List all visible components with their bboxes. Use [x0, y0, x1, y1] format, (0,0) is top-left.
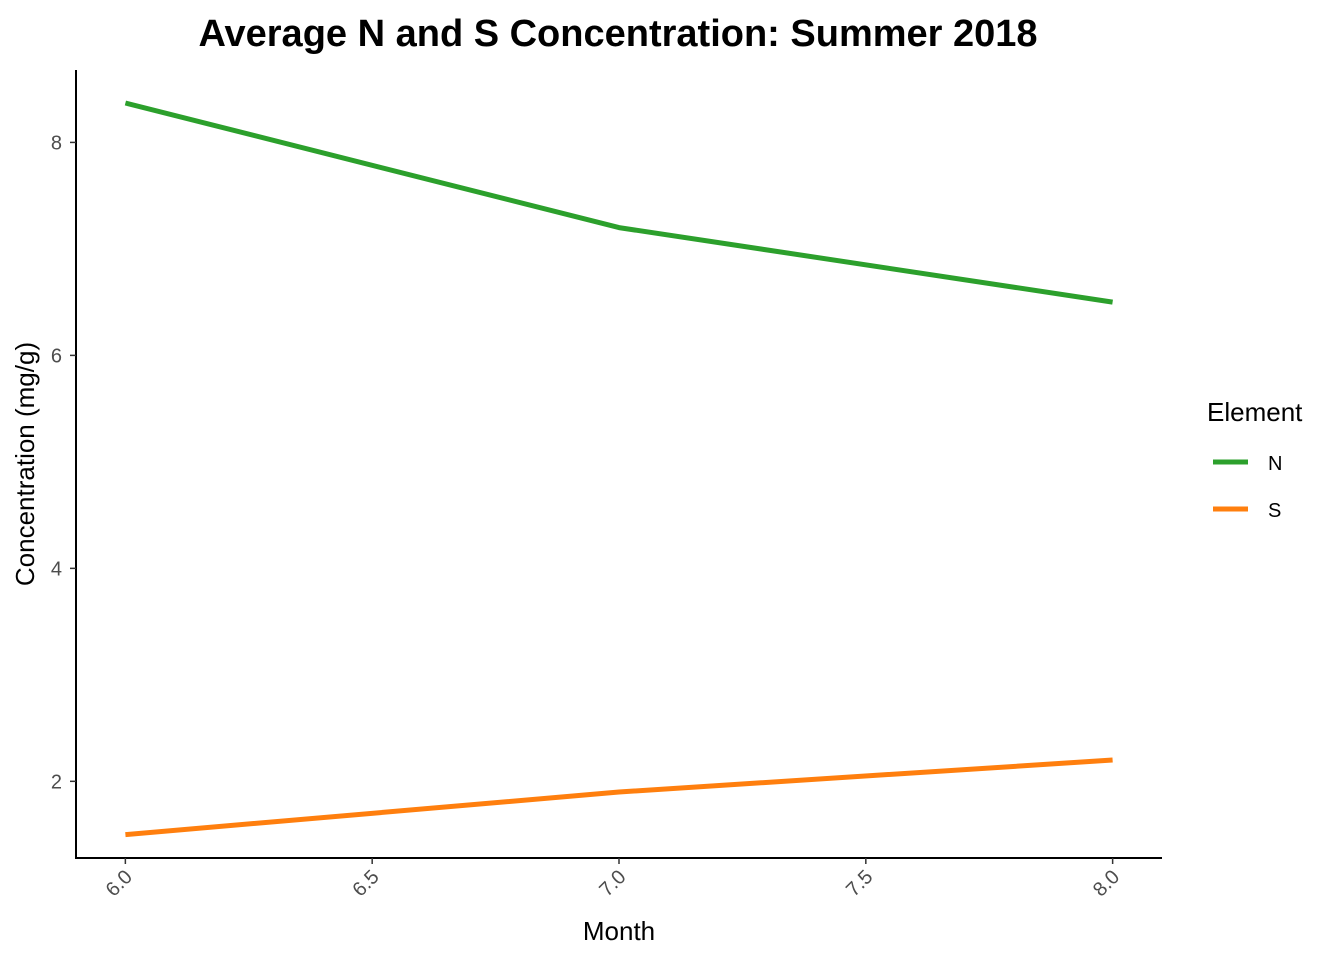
legend-label-n: N: [1268, 453, 1282, 475]
legend-title: Element: [1207, 397, 1303, 427]
x-tick-label: 6.5: [348, 866, 383, 901]
chart-title: Average N and S Concentration: Summer 20…: [198, 13, 1037, 55]
legend: Element NS: [1207, 397, 1303, 522]
y-tick-label: 4: [51, 558, 62, 580]
series-line-s: [125, 757, 1113, 838]
x-tick-label: 7.5: [842, 866, 877, 901]
series-line-n: [124, 100, 1113, 305]
y-tick-label: 6: [51, 345, 62, 367]
x-tick-label: 7.0: [595, 866, 630, 901]
series-layer: [124, 100, 1113, 838]
legend-label-s: S: [1268, 500, 1281, 522]
plot-area: 2 4 6 8 6.0 6.5 7.0 7.5 8.0: [51, 70, 1162, 901]
legend-items: NS: [1213, 453, 1282, 522]
x-axis-title: Month: [583, 916, 655, 946]
x-tick-label: 6.0: [102, 866, 137, 901]
y-tick-label: 2: [51, 771, 62, 793]
y-axis-ticks: 2 4 6 8: [51, 132, 76, 793]
x-tick-label: 8.0: [1089, 866, 1124, 901]
y-axis-title: Concentration (mg/g): [10, 342, 40, 586]
x-axis-ticks: 6.0 6.5 7.0 7.5 8.0: [102, 858, 1124, 901]
y-tick-label: 8: [51, 132, 62, 154]
